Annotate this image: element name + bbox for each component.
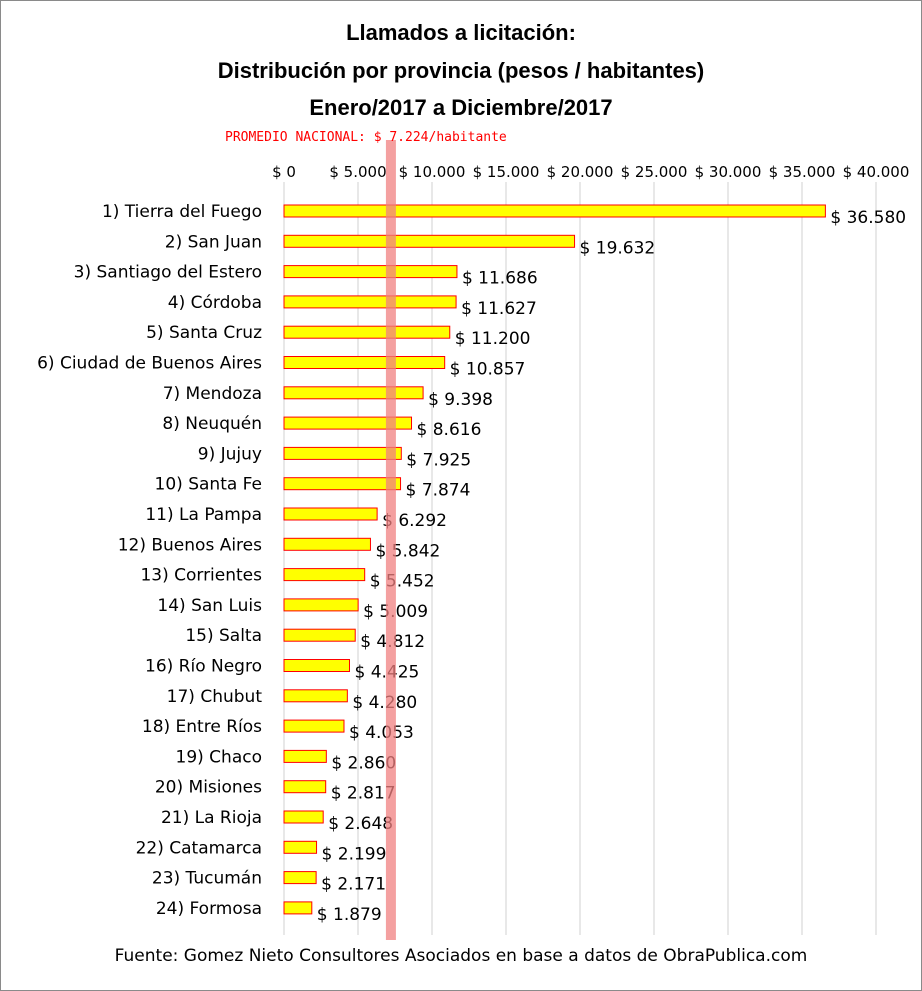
category-label: 17) Chubut	[167, 687, 263, 707]
x-tick-label: $ 20.000	[547, 163, 614, 181]
value-label: $ 9.398	[428, 390, 493, 410]
category-label: 19) Chaco	[176, 747, 262, 767]
category-label: 23) Tucumán	[152, 869, 262, 889]
national-average-line	[385, 140, 396, 940]
chart-title-line-3: Enero/2017 a Diciembre/2017	[309, 95, 613, 120]
category-label: 13) Corrientes	[140, 566, 262, 586]
bar	[283, 871, 317, 885]
x-tick-label: $ 25.000	[621, 163, 688, 181]
category-label: 22) Catamarca	[136, 838, 262, 858]
x-tick-label: $ 10.000	[399, 163, 466, 181]
value-label: $ 2.648	[328, 814, 393, 834]
bar	[283, 719, 345, 733]
bar	[283, 568, 366, 582]
category-label: 6) Ciudad de Buenos Aires	[37, 354, 262, 374]
bar	[283, 325, 451, 339]
value-label: $ 8.616	[417, 420, 482, 440]
source-note: Fuente: Gomez Nieto Consultores Asociado…	[114, 946, 808, 966]
bar	[283, 416, 413, 430]
category-label: 21) La Rioja	[161, 808, 262, 828]
category-label: 12) Buenos Aires	[118, 535, 262, 555]
bar	[283, 537, 371, 551]
x-tick-label: $ 0	[272, 163, 296, 181]
value-label: $ 11.200	[455, 329, 531, 349]
category-label: 8) Neuquén	[162, 414, 262, 434]
bar	[283, 386, 424, 400]
value-label: $ 4.280	[352, 693, 417, 713]
category-label: 5) Santa Cruz	[146, 323, 262, 343]
bar	[283, 446, 402, 460]
value-label: $ 2.199	[322, 844, 387, 864]
category-label: 15) Salta	[185, 626, 262, 646]
value-label: $ 36.580	[830, 208, 906, 228]
category-label: 3) Santiago del Estero	[74, 263, 262, 283]
value-label: $ 11.627	[461, 299, 537, 319]
x-tick-label: $ 30.000	[695, 163, 762, 181]
value-label: $ 5.842	[375, 541, 440, 561]
value-label: $ 4.053	[349, 723, 414, 743]
bar	[283, 265, 458, 279]
bar	[283, 295, 457, 309]
x-tick-label: $ 15.000	[473, 163, 540, 181]
category-label: 16) Río Negro	[145, 657, 262, 677]
value-label: $ 1.879	[317, 905, 382, 925]
bar	[283, 204, 826, 218]
bar	[283, 749, 327, 763]
bar	[283, 659, 350, 672]
value-label: $ 11.686	[462, 269, 538, 289]
bar	[283, 356, 446, 369]
category-label: 18) Entre Ríos	[142, 717, 262, 737]
category-label: 7) Mendoza	[163, 384, 262, 404]
bar	[283, 507, 378, 521]
bar	[283, 628, 356, 642]
national-average-label: PROMEDIO NACIONAL: $ 7.224/habitante	[225, 130, 507, 145]
chart-title-line-1: Llamados a licitación:	[346, 20, 576, 45]
category-label: 1) Tierra del Fuego	[102, 202, 262, 222]
value-label: $ 6.292	[382, 511, 447, 531]
bar	[283, 234, 576, 248]
value-label: $ 7.874	[406, 481, 471, 501]
category-label: 9) Jujuy	[198, 444, 262, 464]
value-label: $ 19.632	[580, 238, 656, 258]
category-label: 10) Santa Fe	[155, 475, 262, 495]
value-label: $ 10.857	[450, 360, 526, 380]
x-tick-label: $ 35.000	[769, 163, 836, 181]
category-label: 24) Formosa	[156, 899, 262, 919]
x-tick-label: $ 40.000	[843, 163, 910, 181]
value-label: $ 5.452	[370, 572, 435, 592]
bar	[283, 840, 318, 854]
category-label: 20) Misiones	[155, 778, 262, 798]
category-label: 4) Córdoba	[168, 293, 262, 313]
bar	[283, 598, 359, 612]
bar	[283, 810, 324, 824]
category-label: 2) San Juan	[165, 232, 262, 252]
bar	[283, 477, 402, 491]
value-label: $ 2.171	[321, 875, 386, 895]
value-label: $ 7.925	[406, 450, 471, 470]
bar	[283, 689, 348, 703]
category-label: 11) La Pampa	[145, 505, 262, 525]
x-tick-label: $ 5.000	[329, 163, 386, 181]
value-label: $ 2.860	[331, 753, 396, 773]
value-label: $ 2.817	[331, 784, 396, 804]
bar	[283, 901, 313, 915]
chart-title-line-2: Distribución por provincia (pesos / habi…	[217, 58, 705, 83]
category-label: 14) San Luis	[157, 596, 262, 616]
bar	[283, 780, 327, 794]
